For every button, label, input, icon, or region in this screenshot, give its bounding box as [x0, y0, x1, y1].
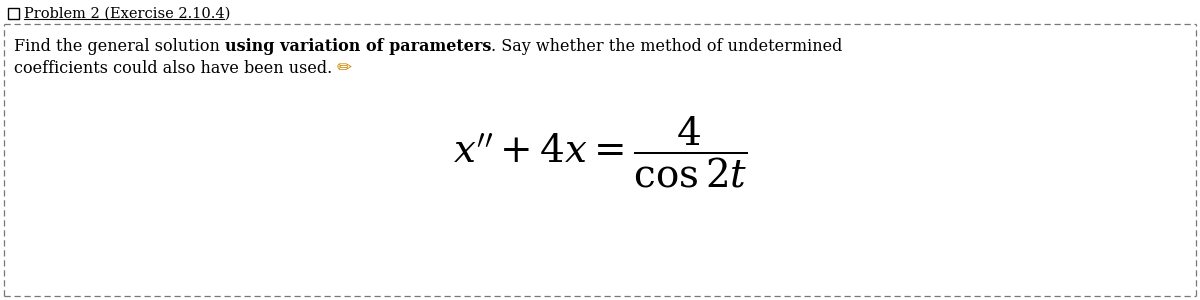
- Text: Find the general solution: Find the general solution: [14, 38, 226, 55]
- Text: . Say whether the method of undetermined: . Say whether the method of undetermined: [491, 38, 842, 55]
- Text: Problem 2 (Exercise 2.10.4): Problem 2 (Exercise 2.10.4): [24, 7, 230, 21]
- Text: ✏: ✏: [336, 59, 352, 77]
- Text: using variation of parameters: using variation of parameters: [226, 38, 491, 55]
- Text: coefficients could also have been used.: coefficients could also have been used.: [14, 60, 332, 77]
- FancyBboxPatch shape: [8, 8, 19, 19]
- Text: $x'' + 4x = \dfrac{4}{\cos 2t}$: $x'' + 4x = \dfrac{4}{\cos 2t}$: [452, 114, 748, 190]
